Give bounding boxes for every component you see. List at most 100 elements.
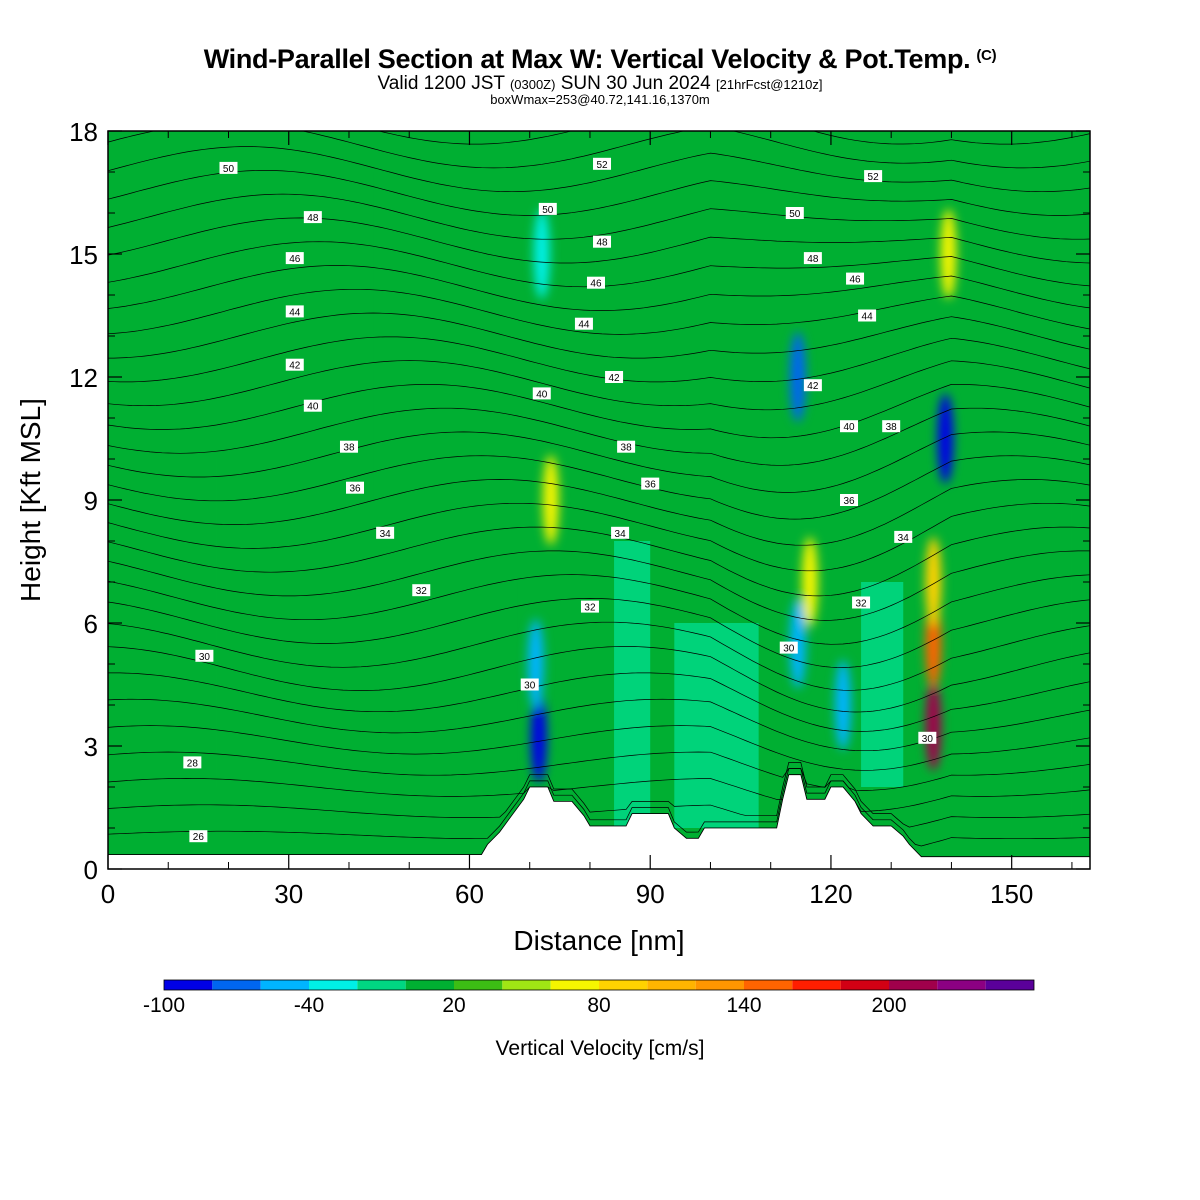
isotherm-label-text: 46 bbox=[849, 275, 861, 286]
isotherm-line bbox=[108, 762, 1090, 828]
isotherm-label: 36 bbox=[346, 481, 365, 495]
isotherm-label-text: 50 bbox=[223, 164, 235, 175]
colorbar-segment bbox=[405, 980, 454, 990]
isotherm-label-bg bbox=[852, 596, 871, 609]
isotherm-line bbox=[108, 170, 1090, 216]
isotherm-label-bg bbox=[520, 678, 539, 691]
velocity-cell bbox=[527, 619, 544, 709]
isotherm-label: 34 bbox=[376, 526, 395, 540]
colorbar-segment bbox=[357, 980, 406, 990]
isotherm-line bbox=[108, 768, 1090, 847]
colorbar-segment bbox=[647, 980, 696, 990]
isotherm-label-bg bbox=[586, 276, 605, 289]
isotherm-label-text: 40 bbox=[307, 402, 319, 413]
colorbar-segment bbox=[260, 980, 309, 990]
isotherm-label-text: 44 bbox=[289, 307, 301, 318]
isotherm-label: 36 bbox=[840, 494, 859, 507]
velocity-cell bbox=[542, 455, 559, 545]
isotherm-line bbox=[108, 131, 1090, 169]
isotherm-label-text: 34 bbox=[898, 533, 910, 544]
isotherm-line bbox=[108, 725, 1090, 771]
isotherm-label-bg bbox=[803, 379, 822, 392]
velocity-band bbox=[861, 582, 904, 787]
y-tick-label: 6 bbox=[84, 609, 98, 639]
colorbar-segment bbox=[309, 980, 358, 990]
isotherm-label-bg bbox=[580, 600, 599, 613]
isotherm-label-text: 40 bbox=[843, 422, 855, 433]
isotherm-label-text: 40 bbox=[536, 389, 548, 400]
colorbar-segment bbox=[502, 980, 551, 990]
isotherm-label: 34 bbox=[894, 530, 913, 544]
isotherm-label-bg bbox=[840, 494, 859, 506]
x-tick-label: 150 bbox=[990, 879, 1033, 909]
isotherm-label: 30 bbox=[918, 731, 937, 745]
isotherm-label-bg bbox=[303, 211, 322, 224]
isotherm-label-text: 32 bbox=[856, 599, 868, 610]
velocity-band bbox=[559, 213, 590, 828]
isotherm-label: 46 bbox=[285, 252, 304, 265]
isotherm-line bbox=[108, 598, 1090, 668]
colorbar-segment bbox=[695, 980, 744, 990]
isotherm-label-bg bbox=[285, 305, 304, 318]
colorbar-tick-label: 20 bbox=[442, 994, 465, 1017]
velocity-band bbox=[246, 213, 313, 705]
isotherm-label: 40 bbox=[303, 399, 322, 413]
isotherm-label: 28 bbox=[183, 756, 202, 769]
colorbar: -100 -40 20 80 140 200 bbox=[143, 979, 1035, 1017]
isotherm-label-bg bbox=[617, 440, 636, 453]
colorbar-segment bbox=[840, 980, 889, 990]
colorbar-tick-label: -100 bbox=[143, 994, 185, 1017]
isotherm-label-text: 52 bbox=[868, 172, 880, 183]
isotherm-label-bg bbox=[641, 477, 660, 490]
x-tick-label: 30 bbox=[274, 879, 303, 909]
isotherm-line bbox=[108, 526, 1090, 597]
y-tick-label: 0 bbox=[84, 855, 98, 885]
isotherm-label-text: 30 bbox=[783, 644, 795, 655]
isotherm-line bbox=[108, 751, 1090, 791]
colorbar-segment bbox=[550, 980, 599, 990]
velocity-cell bbox=[925, 537, 942, 627]
isotherm-label-text: 44 bbox=[862, 312, 874, 323]
isotherm-label: 48 bbox=[593, 235, 612, 249]
isotherm-label-bg bbox=[346, 481, 365, 494]
isotherm-label-bg bbox=[846, 272, 865, 285]
x-tick-label: 90 bbox=[636, 879, 665, 909]
chart-title: Wind-Parallel Section at Max W: Vertical… bbox=[0, 44, 1200, 75]
isotherm-lines bbox=[108, 131, 1090, 858]
isotherm-line bbox=[108, 288, 1090, 335]
velocity-background bbox=[108, 131, 1090, 869]
colorbar-segment bbox=[599, 980, 648, 990]
y-tick-label: 15 bbox=[69, 240, 98, 270]
isotherm-label-text: 42 bbox=[807, 381, 819, 392]
isotherm-label: 44 bbox=[574, 317, 593, 331]
isotherm-label-bg bbox=[219, 161, 238, 174]
terrain-profile bbox=[108, 774, 1090, 869]
isotherm-line bbox=[108, 672, 1090, 732]
isotherm-label-text: 36 bbox=[349, 484, 361, 495]
isotherm-label: 32 bbox=[412, 584, 431, 597]
isotherm-label-bg bbox=[195, 649, 214, 662]
isotherm-label: 38 bbox=[339, 440, 358, 454]
isotherm-label: 34 bbox=[611, 526, 630, 540]
velocity-cell bbox=[937, 393, 954, 484]
colorbar-segment bbox=[164, 980, 213, 990]
colorbar-tick-label: 80 bbox=[587, 994, 610, 1017]
isotherm-label-bg bbox=[183, 756, 202, 769]
isotherm-label-bg bbox=[779, 641, 798, 654]
title-text: Wind-Parallel Section at Max W: Vertical… bbox=[203, 44, 971, 74]
isotherm-label: 30 bbox=[520, 678, 539, 692]
isotherm-label-bg bbox=[894, 530, 913, 543]
velocity-band bbox=[1023, 500, 1072, 828]
isotherm-label-bg bbox=[412, 584, 431, 597]
isotherm-label-bg bbox=[858, 309, 877, 322]
forecast-info: [21hrFcst@1210z] bbox=[716, 77, 823, 92]
colorbar-segment bbox=[889, 980, 938, 990]
isotherm-label: 30 bbox=[195, 649, 214, 663]
isotherm-line bbox=[108, 312, 1090, 359]
copyright-mark: (C) bbox=[976, 47, 997, 64]
isotherm-label: 38 bbox=[617, 440, 636, 454]
isotherm-label-bg bbox=[593, 157, 612, 170]
isotherm-label-text: 30 bbox=[524, 681, 536, 692]
